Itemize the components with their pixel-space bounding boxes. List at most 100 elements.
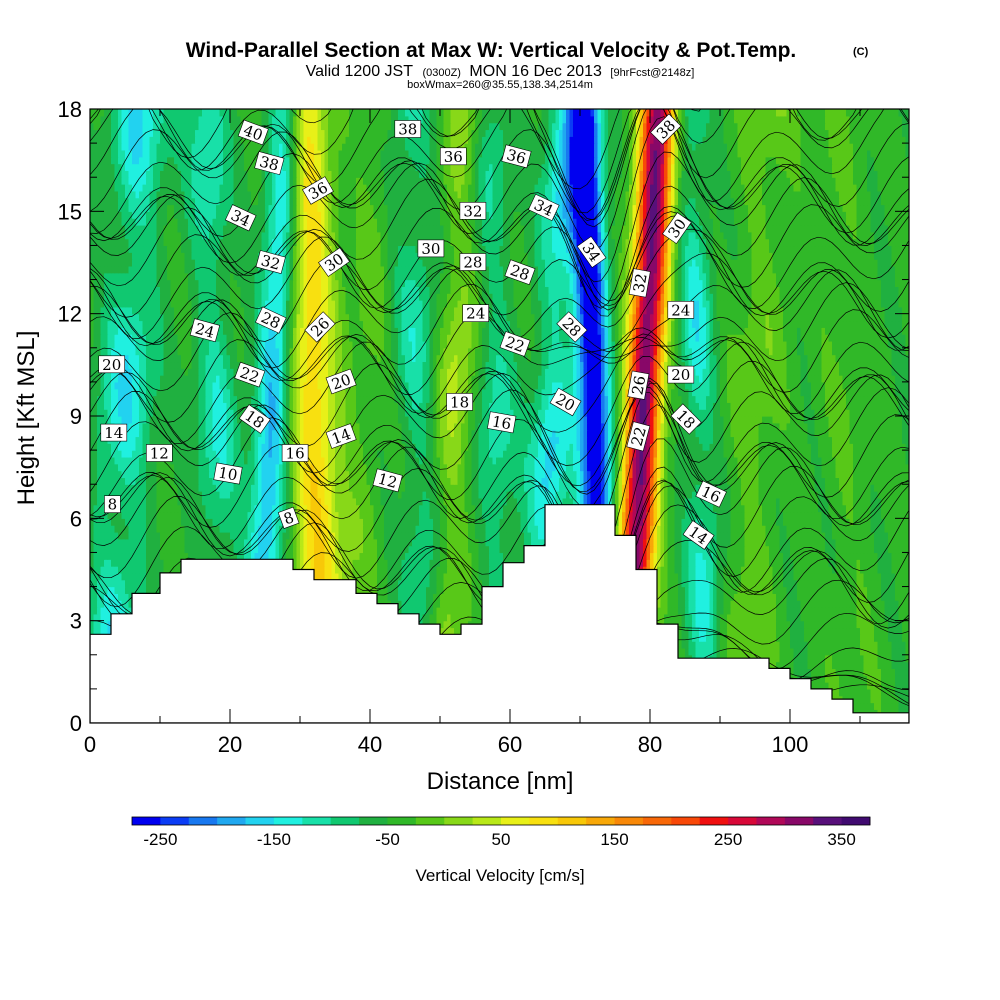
heat-cell (681, 641, 686, 649)
heat-cell (90, 613, 95, 622)
heat-cell (839, 600, 844, 608)
heat-cell (657, 593, 662, 601)
heat-cell (877, 613, 882, 622)
heat-cell (860, 607, 865, 615)
heat-cell (905, 702, 909, 710)
heat-cell (723, 627, 728, 635)
heat-cell (821, 668, 826, 676)
heat-cell (447, 627, 452, 635)
heat-cell (97, 600, 102, 608)
heat-cell (706, 620, 711, 629)
heat-cell (723, 586, 728, 594)
heat-cell (685, 579, 690, 588)
heat-cell (905, 641, 909, 649)
heat-cell (699, 586, 704, 594)
heat-cell (104, 607, 109, 615)
heat-cell (779, 586, 784, 594)
heat-cell (713, 593, 718, 601)
heat-cell (814, 661, 819, 670)
heat-cell (839, 586, 844, 594)
heat-cell (751, 634, 756, 642)
heat-cell (790, 600, 795, 608)
heat-cell (895, 647, 900, 656)
heat-cell (797, 579, 802, 588)
heat-cell (884, 641, 889, 649)
heat-cell (842, 593, 847, 601)
heat-cell (818, 600, 823, 608)
heat-cell (132, 586, 137, 594)
heat-cell (797, 620, 802, 629)
heat-cell (314, 572, 319, 581)
valid-zulu: (0300Z) (422, 67, 461, 79)
heat-cell (828, 600, 833, 608)
heat-cell (762, 620, 767, 629)
heat-cell (475, 600, 480, 608)
heat-cell (849, 600, 854, 608)
heat-cell (867, 668, 872, 676)
heat-cell (902, 661, 907, 670)
heat-cell (468, 586, 473, 594)
heat-cell (779, 647, 784, 656)
heat-cell (370, 579, 375, 588)
heat-cell (741, 627, 746, 635)
heat-cell (492, 579, 497, 588)
heat-cell (765, 620, 770, 629)
heat-cell (870, 607, 875, 615)
heat-cell (443, 613, 448, 622)
heat-cell (888, 593, 893, 601)
heat-cell (853, 682, 858, 690)
heat-cell (450, 600, 455, 608)
heat-cell (387, 593, 392, 601)
heat-cell (856, 641, 861, 649)
heat-cell (678, 647, 683, 656)
heat-cell (776, 634, 781, 642)
heat-cell (888, 620, 893, 629)
heat-cell (849, 654, 854, 663)
heat-cell (716, 607, 721, 615)
heat-cell (783, 641, 788, 649)
heat-cell (825, 641, 830, 649)
heat-cell (405, 607, 410, 615)
heat-cell (807, 613, 812, 622)
heat-cell (874, 688, 879, 697)
heat-cell (681, 579, 686, 588)
heat-cell (471, 600, 476, 608)
heat-cell (839, 593, 844, 601)
heat-cell (709, 627, 714, 635)
heat-cell (811, 613, 816, 622)
heat-cell (765, 641, 770, 649)
heat-cell (825, 586, 830, 594)
heat-cell (807, 641, 812, 649)
heat-cell (825, 607, 830, 615)
heat-cell (884, 702, 889, 710)
heat-cell (685, 634, 690, 642)
heat-cell (877, 600, 882, 608)
heat-cell (146, 572, 151, 581)
heat-cell (758, 613, 763, 622)
heat-cell (776, 586, 781, 594)
heat-cell (660, 586, 665, 594)
heat-cell (818, 634, 823, 642)
heat-cell (884, 647, 889, 656)
heat-cell (142, 579, 147, 588)
heat-cell (842, 661, 847, 670)
heat-cell (877, 641, 882, 649)
heat-cell (730, 600, 735, 608)
heat-cell (730, 579, 735, 588)
heat-cell (786, 607, 791, 615)
heat-cell (461, 613, 466, 622)
heat-cell (702, 620, 707, 629)
heat-cell (678, 586, 683, 594)
heat-cell (860, 682, 865, 690)
heat-cell (132, 579, 137, 588)
heat-cell (818, 613, 823, 622)
heat-cell (814, 627, 819, 635)
heat-cell (867, 695, 872, 704)
heat-cell (111, 579, 116, 588)
heat-cell (769, 641, 774, 649)
heat-cell (835, 682, 840, 690)
heat-cell (97, 627, 102, 635)
heat-cell (863, 661, 868, 670)
heat-cell (384, 586, 389, 594)
heat-cell (737, 634, 742, 642)
